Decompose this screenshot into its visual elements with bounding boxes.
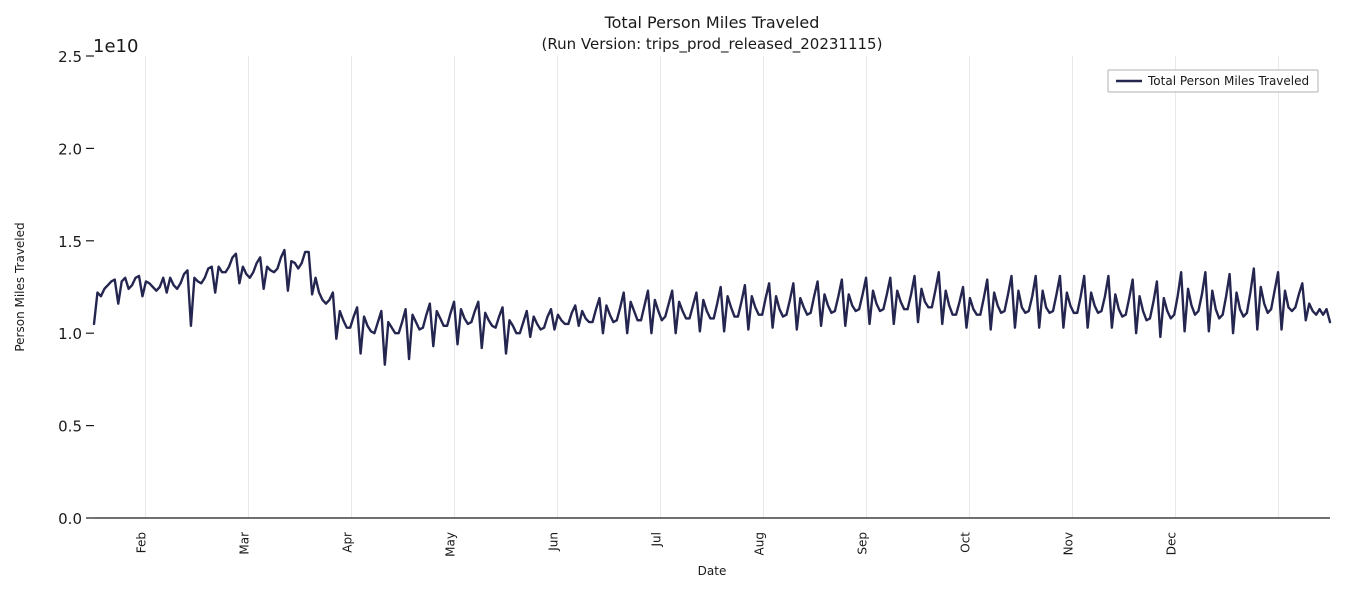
xtick-label: Mar [238,532,252,555]
chart-title: Total Person Miles Traveled [604,13,820,32]
xtick-label: Apr [341,532,355,553]
ytick-label: 0.5 [58,418,82,436]
xtick-label: Sep [856,532,870,555]
ytick-label: 1.5 [58,233,82,251]
ytick-label: 1.0 [58,325,82,343]
series-line [94,250,1330,365]
xtick-label: Oct [959,532,973,553]
ytick-label: 2.0 [58,140,82,158]
xtick-label: Dec [1165,532,1179,555]
chart-container: 0.0 0.5 1.0 1.5 2.0 2.5 1e10 Feb Mar Apr May Jun Jul… [0,0,1350,600]
legend-label: Total Person Miles Traveled [1147,74,1309,88]
x-axis-label: Date [698,564,727,578]
xtick-label: Feb [135,532,149,553]
chart-svg: 0.0 0.5 1.0 1.5 2.0 2.5 1e10 Feb Mar Apr May Jun Jul… [0,0,1350,600]
ytick-label: 0.0 [58,510,82,528]
xtick-label: Nov [1062,532,1076,555]
xtick-label: Jun [547,532,561,552]
xtick-label: Jul [650,532,664,547]
y-offset-text: 1e10 [93,36,138,57]
chart-subtitle: (Run Version: trips_prod_released_202311… [542,35,883,54]
ytick-label: 2.5 [58,48,82,66]
y-axis-label: Person Miles Traveled [13,222,27,351]
xtick-label: Aug [753,532,767,555]
xtick-label: May [444,532,458,557]
